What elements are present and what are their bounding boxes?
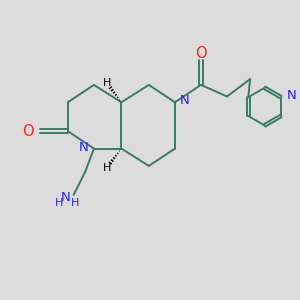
Text: O: O: [195, 46, 207, 62]
Text: H: H: [103, 163, 111, 173]
Text: N: N: [180, 94, 190, 107]
Text: N: N: [61, 191, 71, 204]
Text: H: H: [71, 198, 79, 208]
Text: H: H: [103, 78, 111, 88]
Text: O: O: [22, 124, 34, 139]
Text: H: H: [54, 198, 63, 208]
Text: N: N: [287, 89, 297, 102]
Text: N: N: [79, 142, 89, 154]
